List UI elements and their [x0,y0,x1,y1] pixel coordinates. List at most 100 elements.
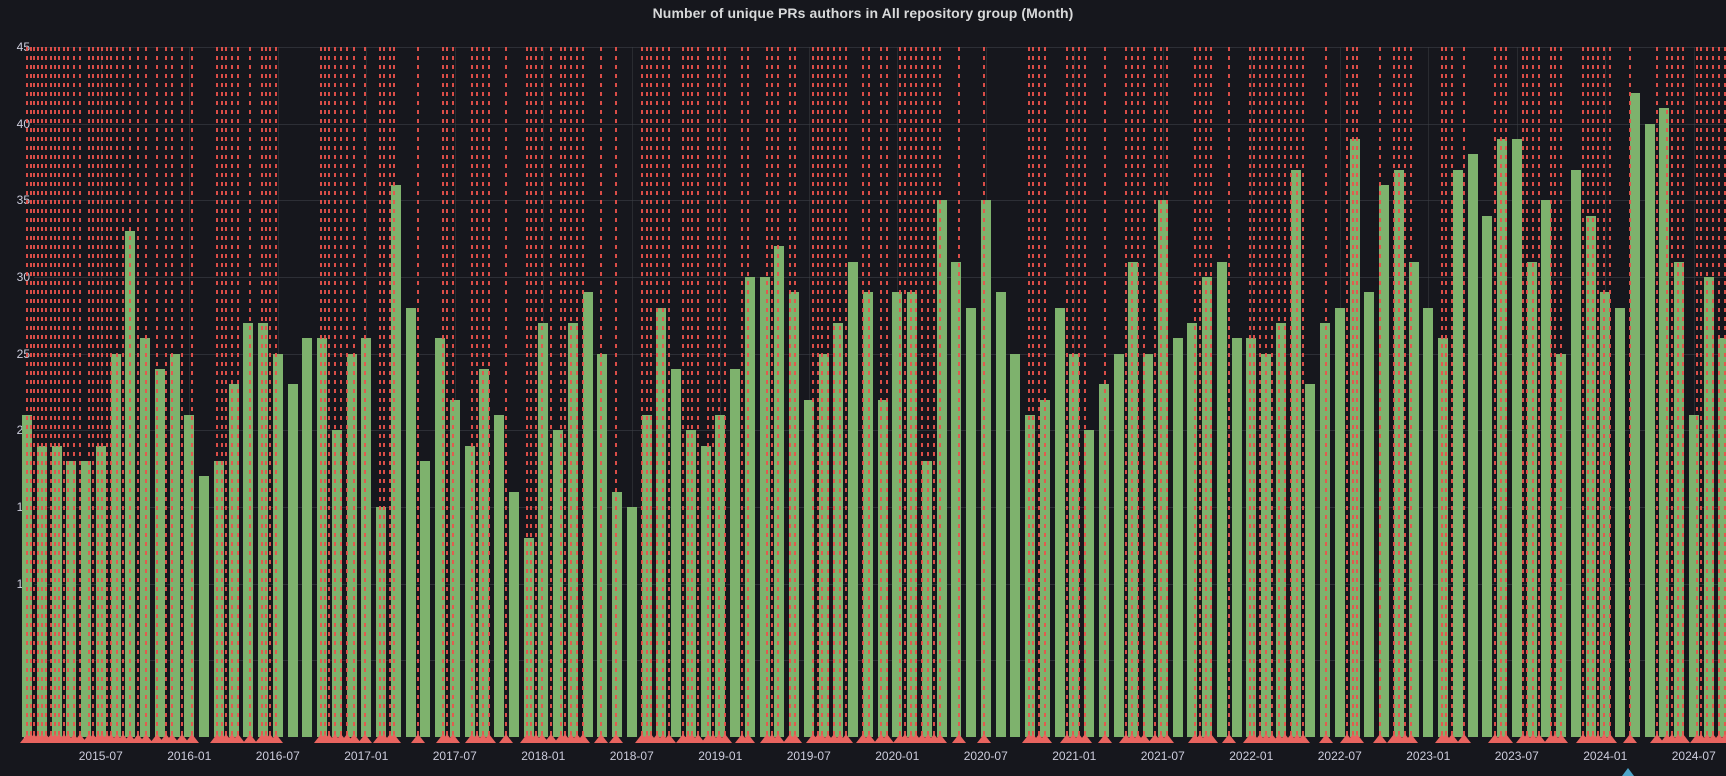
annotation-line[interactable] [1403,47,1406,737]
annotation-line[interactable] [1444,47,1447,737]
annotation-line[interactable] [1450,47,1453,737]
annotation-line[interactable] [129,47,132,737]
pr-authors-bar[interactable] [936,200,947,737]
annotation-line[interactable] [236,47,239,737]
annotation-line[interactable] [1397,47,1400,737]
annotation-marker-icon[interactable] [1554,734,1568,743]
panel-title[interactable]: Number of unique PRs authors in All repo… [652,5,1074,21]
pr-authors-bar[interactable] [1157,200,1168,737]
annotation-marker-icon[interactable] [1717,734,1726,743]
annotation-marker-icon[interactable] [1077,734,1092,743]
annotation-line[interactable] [641,47,644,737]
annotation-line[interactable] [788,47,791,737]
annotation-marker-icon[interactable] [1204,734,1219,743]
annotation-line[interactable] [33,47,36,737]
annotation-line[interactable] [121,47,124,737]
annotation-marker-icon[interactable] [717,734,732,743]
pr-authors-bar[interactable] [199,476,209,737]
annotation-line[interactable] [599,47,602,737]
annotation-marker-icon[interactable] [1037,734,1052,743]
pr-authors-bar[interactable] [1054,307,1065,737]
annotation-line[interactable] [1670,47,1673,737]
annotation-line[interactable] [1706,47,1709,737]
annotation-line[interactable] [164,47,167,737]
pr-authors-bar[interactable] [1585,215,1596,737]
annotation-marker-icon[interactable] [446,734,461,743]
annotation-line[interactable] [723,47,726,737]
pr-authors-bar[interactable] [1069,353,1080,737]
annotation-line[interactable] [1409,47,1412,737]
pr-authors-bar[interactable] [966,307,976,737]
annotation-line[interactable] [682,47,685,737]
pr-authors-bar[interactable] [258,323,268,737]
annotation-line[interactable] [45,47,48,737]
pr-authors-bar[interactable] [715,415,726,737]
pr-authors-bar[interactable] [272,353,283,737]
annotation-line[interactable] [1682,47,1685,737]
annotation-line[interactable] [582,47,585,737]
pr-authors-bar[interactable] [1187,323,1198,737]
annotation-line[interactable] [1531,47,1534,737]
pr-authors-bar[interactable] [700,445,711,737]
pr-authors-bar[interactable] [376,507,386,737]
annotation-line[interactable] [899,47,902,737]
annotation-line[interactable] [921,47,924,737]
annotation-line[interactable] [933,47,936,737]
annotation-line[interactable] [862,47,865,737]
annotation-line[interactable] [40,47,43,737]
pr-authors-bar[interactable] [523,537,534,737]
pr-authors-bar[interactable] [1216,261,1227,737]
annotation-line[interactable] [1526,47,1529,737]
annotation-line[interactable] [1462,47,1465,737]
pr-authors-bar[interactable] [1718,338,1726,737]
annotation-marker-icon[interactable] [1295,734,1310,743]
pr-authors-bar[interactable] [1246,338,1257,737]
pr-authors-bar[interactable] [331,430,342,737]
pr-authors-bar[interactable] [848,261,858,737]
annotation-line[interactable] [1077,47,1080,737]
annotation-line[interactable] [1204,47,1207,737]
annotation-line[interactable] [105,47,108,737]
annotation-marker-icon[interactable] [661,734,676,743]
annotation-line[interactable] [170,47,173,737]
annotation-line[interactable] [1160,47,1163,737]
annotation-marker-icon[interactable] [357,734,372,743]
annotation-line[interactable] [559,47,562,737]
annotation-line[interactable] [416,47,419,737]
annotation-marker-icon[interactable] [130,734,145,743]
pr-authors-bar[interactable] [51,445,62,737]
pr-authors-bar[interactable] [582,292,593,737]
pr-authors-bar[interactable] [110,353,121,737]
annotation-line[interactable] [826,47,829,737]
annotation-line[interactable] [1136,47,1139,737]
pr-authors-bar[interactable] [464,445,475,737]
pr-authors-bar[interactable] [435,338,445,737]
annotation-line[interactable] [1554,47,1557,737]
annotation-line[interactable] [1083,47,1086,737]
annotation-line[interactable] [136,47,139,737]
annotation-line[interactable] [155,47,158,737]
pr-authors-bar[interactable] [774,246,785,737]
annotation-line[interactable] [1265,47,1267,737]
pr-authors-bar[interactable] [66,461,77,737]
pr-authors-bar[interactable] [803,399,814,737]
annotation-line[interactable] [1505,47,1508,737]
annotation-line[interactable] [1104,47,1107,737]
pr-authors-bar[interactable] [1098,384,1109,737]
annotation-line[interactable] [1043,47,1046,737]
pr-authors-bar[interactable] [361,338,372,737]
pr-authors-bar[interactable] [862,292,873,737]
pr-authors-bar[interactable] [1526,261,1537,737]
annotation-line[interactable] [452,47,455,737]
annotation-line[interactable] [49,47,52,737]
annotation-line[interactable] [487,47,490,737]
annotation-marker-icon[interactable] [534,734,549,743]
annotation-line[interactable] [388,47,391,737]
annotation-line[interactable] [832,47,835,737]
pr-authors-bar[interactable] [317,338,327,737]
annotation-line[interactable] [334,47,337,737]
pr-authors-bar[interactable] [95,445,106,737]
annotation-marker-icon[interactable] [1264,734,1279,743]
annotation-line[interactable] [1284,47,1287,737]
annotation-line[interactable] [667,47,670,737]
